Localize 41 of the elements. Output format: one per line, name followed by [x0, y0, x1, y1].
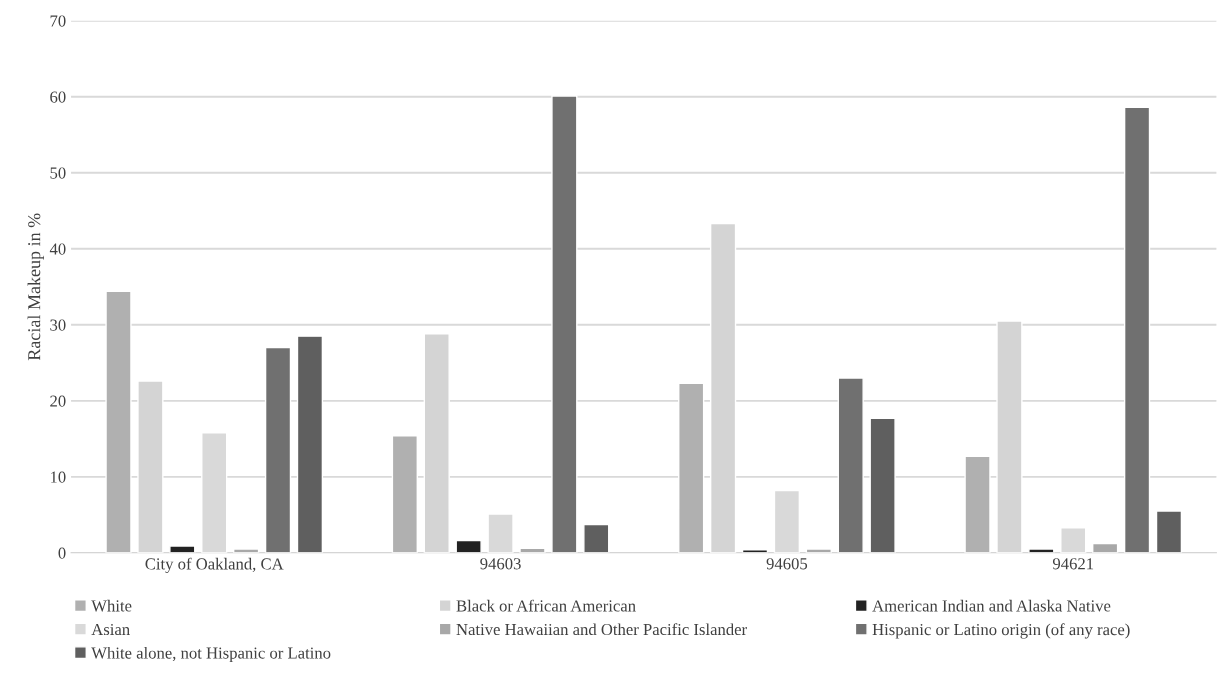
- legend-label: White alone, not Hispanic or Latino: [91, 646, 331, 663]
- y-tick-label: 10: [50, 471, 66, 483]
- bar: [455, 539, 482, 553]
- y-tick-label: 60: [50, 91, 66, 103]
- y-tick-label: 0: [58, 547, 66, 559]
- legend-label: Native Hawaiian and Other Pacific Islander: [456, 623, 747, 636]
- bar: [964, 455, 991, 553]
- legend-label: Asian: [91, 623, 130, 636]
- y-tick-label: 50: [50, 167, 66, 179]
- bar: [773, 489, 801, 553]
- bar: [296, 335, 324, 553]
- bar: [105, 290, 132, 553]
- x-tick-label: 94621: [1052, 558, 1094, 570]
- bar: [391, 435, 418, 553]
- bar: [551, 95, 578, 553]
- legend-label: American Indian and Alaska Native: [872, 599, 1111, 612]
- bar: [1092, 542, 1119, 553]
- x-tick-label: City of Oakland, CA: [145, 557, 284, 573]
- bar: [1123, 106, 1151, 553]
- bar: [869, 417, 896, 553]
- bar: [837, 377, 864, 553]
- bar: [232, 548, 260, 553]
- y-tick-label: 30: [50, 319, 66, 331]
- bar: [805, 548, 832, 553]
- x-tick-label: 94603: [480, 558, 521, 570]
- legend-label: White: [91, 599, 132, 612]
- bar: [1155, 510, 1183, 553]
- x-tick-label: 94605: [766, 558, 808, 570]
- legend-label: Hispanic or Latino origin (of any race): [872, 623, 1130, 639]
- bar: [1060, 527, 1087, 553]
- bar: [169, 545, 196, 553]
- y-axis-title: Racial Makeup in %: [27, 213, 44, 361]
- bar: [1028, 548, 1055, 553]
- bar: [264, 346, 292, 553]
- y-tick-label: 20: [50, 395, 66, 407]
- bar: [487, 513, 514, 553]
- legend-label: Black or African American: [456, 599, 636, 612]
- y-tick-label: 70: [50, 15, 66, 27]
- bar: [678, 382, 705, 553]
- y-tick-label: 40: [49, 243, 66, 255]
- bar: [583, 523, 610, 553]
